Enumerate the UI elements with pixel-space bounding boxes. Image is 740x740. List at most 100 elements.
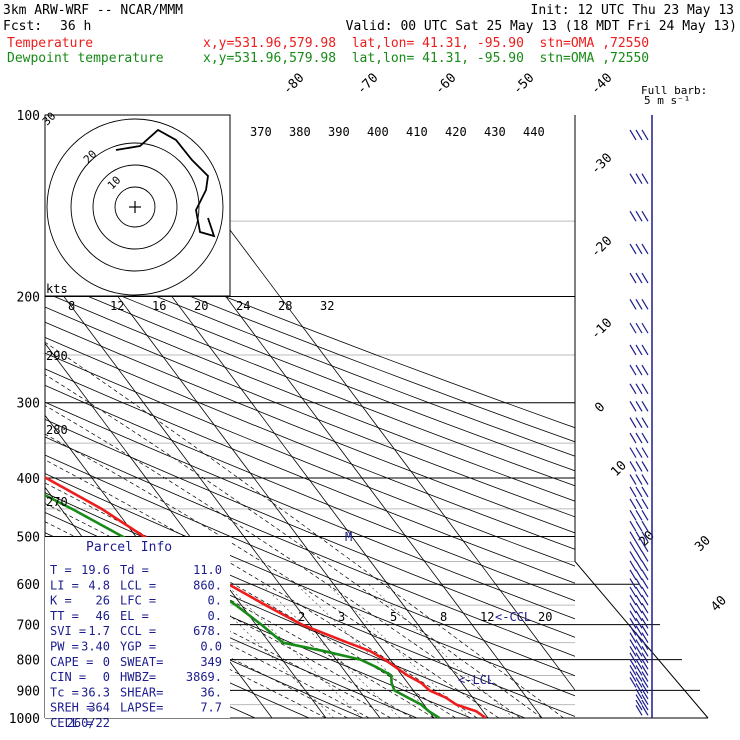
wind-barb: [629, 272, 637, 284]
wind-barb: [635, 344, 643, 356]
dry-adiabat-line: [45, 321, 575, 534]
wind-barb: [641, 498, 649, 510]
moist-adiabat-label: 370: [250, 125, 272, 139]
parcel-row-value-b: 7.7: [200, 701, 222, 715]
wind-barb: [629, 665, 637, 676]
parcel-row-value-a: 36.3: [81, 685, 110, 699]
isotherm-label: -50: [510, 71, 537, 98]
wind-barb: [641, 665, 649, 676]
parcel-row-label-b: SHEAR=: [120, 685, 163, 699]
wind-barb: [635, 625, 643, 636]
wind-barb: [635, 694, 643, 705]
parcel-row-value-b: 349: [200, 655, 222, 669]
wind-barb: [641, 578, 649, 589]
wind-barb: [635, 569, 643, 581]
parcel-row-value-b: 0.: [208, 594, 222, 608]
wind-barb: [629, 602, 637, 614]
parcel-row-value-a: 0: [103, 655, 110, 669]
wind-barb: [635, 594, 643, 606]
wind-barb: [629, 541, 637, 553]
hodograph-speed-label: 20: [194, 299, 208, 313]
wind-barb: [635, 652, 643, 664]
dry-adiabat-label: 290: [46, 349, 68, 363]
mixing-ratio-label: 3: [338, 610, 345, 624]
parcel-row-label-a: CAPE =: [50, 655, 93, 669]
parcel-row-label-b: Td =: [120, 563, 149, 577]
wind-barb: [641, 602, 649, 614]
wind-barb: [635, 665, 643, 676]
wind-barb: [641, 417, 649, 428]
parcel-row-value-b: 0.0: [200, 640, 222, 654]
wind-barb: [629, 625, 637, 636]
hodograph-speed-label: 24: [236, 299, 250, 313]
parcel-info-box: Parcel Info T = 19.6 Td = 11.0 LI = 4.8 LCL = 86…: [45, 537, 230, 730]
wind-barb: [635, 551, 643, 562]
parcel-row-value-a: 3.40: [81, 640, 110, 654]
parcel-info-background: [45, 537, 230, 718]
parcel-row-label-a: CIN =: [50, 670, 86, 684]
parcel-row-value-a: 0: [103, 670, 110, 684]
wind-barb: [641, 461, 649, 472]
parcel-row-value-b: 860.: [193, 578, 222, 592]
wind-barb: [629, 632, 637, 643]
dry-adiabat-line: [45, 263, 575, 472]
wind-barb: [641, 699, 649, 711]
wind-barb: [641, 632, 649, 643]
mixing-ratio-label: 5: [390, 610, 397, 624]
moist-adiabat-label: 440: [523, 125, 545, 139]
hodograph-unit-label: kts: [46, 282, 68, 296]
wind-barb: [641, 560, 649, 572]
wind-barb: [641, 243, 649, 255]
wind-barb: [629, 129, 637, 141]
parcel-row-label-b: SWEAT=: [120, 655, 163, 669]
wind-barb: [629, 618, 637, 629]
barb-scale-unit: 5 m s⁻¹: [644, 94, 690, 107]
parcel-row-value-b: 3869.: [186, 670, 222, 684]
parcel-row-value-a: 4.8: [88, 578, 110, 592]
isotherm-label: -70: [354, 71, 381, 98]
pressure-tick-label: 200: [17, 291, 40, 306]
pressure-tick-label: 400: [17, 472, 40, 487]
wind-barb: [629, 498, 637, 510]
wind-barb: [641, 688, 649, 700]
pressure-tick-label: 500: [17, 530, 40, 545]
parcel-row-label-b: YGP =: [120, 640, 156, 654]
parcel-row-label-a: SREH =: [50, 701, 93, 715]
isotherm-label: 40: [708, 593, 730, 615]
mixing-ratio-label: 2: [298, 610, 305, 624]
hodograph-speed-label: 12: [110, 299, 124, 313]
wind-barb: [629, 520, 637, 532]
mixing-ratio-line: [296, 583, 438, 718]
moist-adiabat-label: 430: [484, 125, 506, 139]
wind-barb: [629, 344, 637, 356]
wind-barb: [635, 364, 643, 376]
wind-barb: [635, 461, 643, 472]
temperature-profile-line: [45, 475, 487, 718]
wind-barb: [635, 531, 643, 542]
wind-barb: [641, 639, 649, 650]
wind-barb: [635, 173, 643, 185]
wind-barb: [641, 705, 649, 716]
dewpoint-legend-label: Dewpoint temperature: [7, 51, 164, 66]
wind-barb: [641, 520, 649, 532]
wind-barb: [641, 474, 649, 485]
wind-barb: [629, 447, 637, 458]
wind-barb: [629, 586, 637, 598]
hodograph-ring: [114, 186, 156, 228]
wind-barb: [629, 298, 637, 310]
isotherm-label: 0: [592, 400, 608, 416]
wind-barb: [635, 586, 643, 598]
wind-barb: [629, 486, 637, 498]
hodograph-speed-label: 8: [68, 299, 75, 313]
wind-barb: [629, 461, 637, 472]
mixing-ratio-label: 20: [538, 610, 552, 624]
wind-barb: [635, 688, 643, 700]
moist-adiabat-line: [45, 537, 391, 718]
moist-adiabat-label: 390: [328, 125, 350, 139]
wind-barb: [641, 486, 649, 498]
wind-barb: [629, 432, 637, 444]
wind-barb: [641, 551, 649, 562]
wind-barb: [629, 400, 637, 412]
wind-barb: [635, 129, 643, 141]
